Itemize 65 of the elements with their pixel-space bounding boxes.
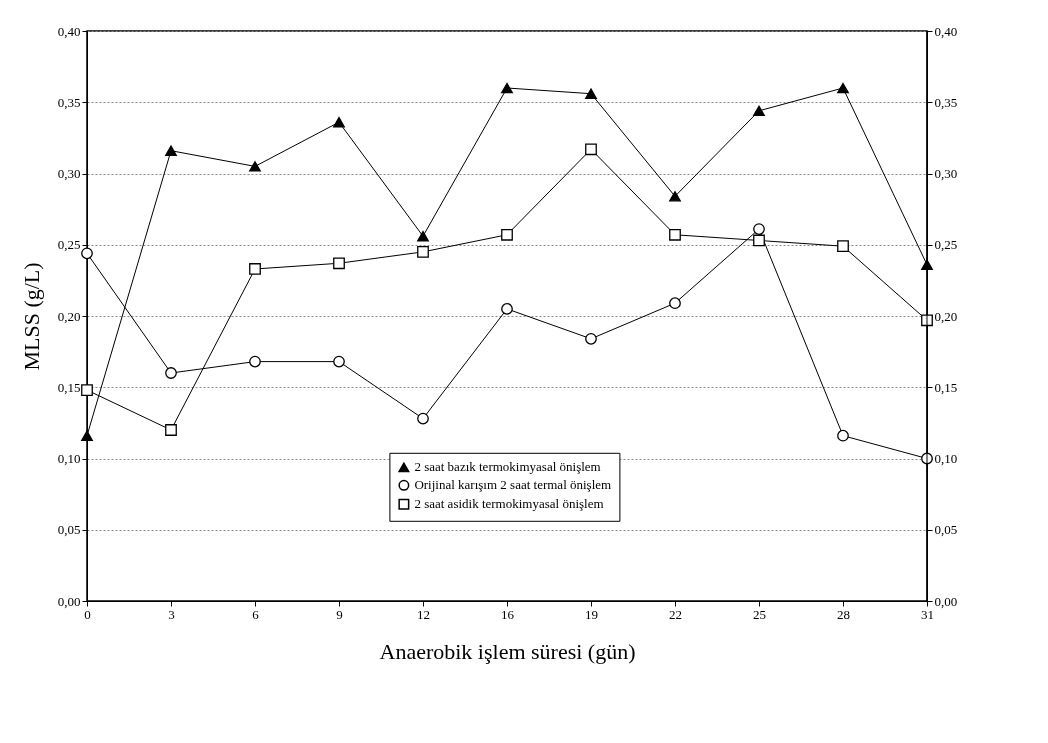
y2-tick-label: 0,10 xyxy=(934,451,958,466)
y2-tick-label: 0,05 xyxy=(934,522,958,538)
y2-tick-label: 0,20 xyxy=(934,308,958,324)
point xyxy=(585,88,597,99)
point xyxy=(333,355,345,368)
point xyxy=(669,228,681,241)
point xyxy=(333,257,345,270)
point xyxy=(249,263,261,275)
point xyxy=(249,355,261,368)
y2-tick-label: 0,40 xyxy=(934,23,958,39)
point xyxy=(417,412,429,425)
point xyxy=(837,240,849,253)
point xyxy=(81,247,93,260)
point xyxy=(921,314,933,327)
y-tick-label: 0,15 xyxy=(57,379,81,395)
x-axis-title: Anaerobik işlem süresi (gün) xyxy=(379,638,636,664)
point xyxy=(165,367,177,379)
point xyxy=(837,429,849,442)
x-tick-label: 31 xyxy=(921,606,934,622)
x-tick-label: 19 xyxy=(585,606,598,622)
y-axis-title: MLSS (g/L) xyxy=(18,262,44,371)
point xyxy=(81,384,93,396)
y2-tick-label: 0,00 xyxy=(934,593,958,609)
point xyxy=(333,117,345,128)
y-tick-label: 0,40 xyxy=(57,23,81,39)
y-tick-label: 0,05 xyxy=(57,522,81,538)
point xyxy=(753,223,765,235)
point xyxy=(417,245,429,258)
point xyxy=(417,231,429,242)
y-tick-label: 0,20 xyxy=(57,308,81,324)
y-tick-label: 0,30 xyxy=(57,166,81,181)
point xyxy=(753,234,765,247)
legend-label: 2 saat asidik termokimyasal önişlem xyxy=(414,496,604,512)
point xyxy=(81,430,93,441)
y2-tick-label: 0,30 xyxy=(934,166,958,181)
x-tick-label: 9 xyxy=(336,606,343,622)
point xyxy=(501,82,513,94)
point xyxy=(585,332,597,345)
point xyxy=(585,143,597,156)
legend-label: 2 saat bazık termokimyasal önişlem xyxy=(414,459,601,475)
y2-tick-label: 0,35 xyxy=(934,94,958,110)
x-tick-label: 0 xyxy=(84,606,91,622)
legend-label: Orijinal karışım 2 saat termal önişlem xyxy=(414,477,612,493)
y2-tick-label: 0,15 xyxy=(934,379,958,395)
y2-tick-label: 0,25 xyxy=(934,237,958,253)
x-tick-label: 3 xyxy=(168,606,175,622)
point xyxy=(669,297,681,310)
y-tick-label: 0,00 xyxy=(57,593,81,609)
point xyxy=(501,228,513,241)
point xyxy=(165,145,177,156)
point xyxy=(753,105,765,116)
point xyxy=(501,302,513,315)
y-tick-label: 0,35 xyxy=(57,94,81,110)
point xyxy=(669,191,681,202)
y-tick-label: 0,10 xyxy=(57,451,81,466)
point xyxy=(837,82,849,94)
x-tick-label: 16 xyxy=(501,606,515,622)
point xyxy=(165,424,177,436)
x-tick-label: 6 xyxy=(252,606,260,622)
x-tick-label: 25 xyxy=(753,606,766,622)
x-tick-label: 22 xyxy=(669,606,682,622)
y-tick-label: 0,25 xyxy=(57,237,81,253)
x-tick-label: 12 xyxy=(417,606,430,622)
x-tick-label: 28 xyxy=(837,606,850,622)
point xyxy=(249,161,261,172)
